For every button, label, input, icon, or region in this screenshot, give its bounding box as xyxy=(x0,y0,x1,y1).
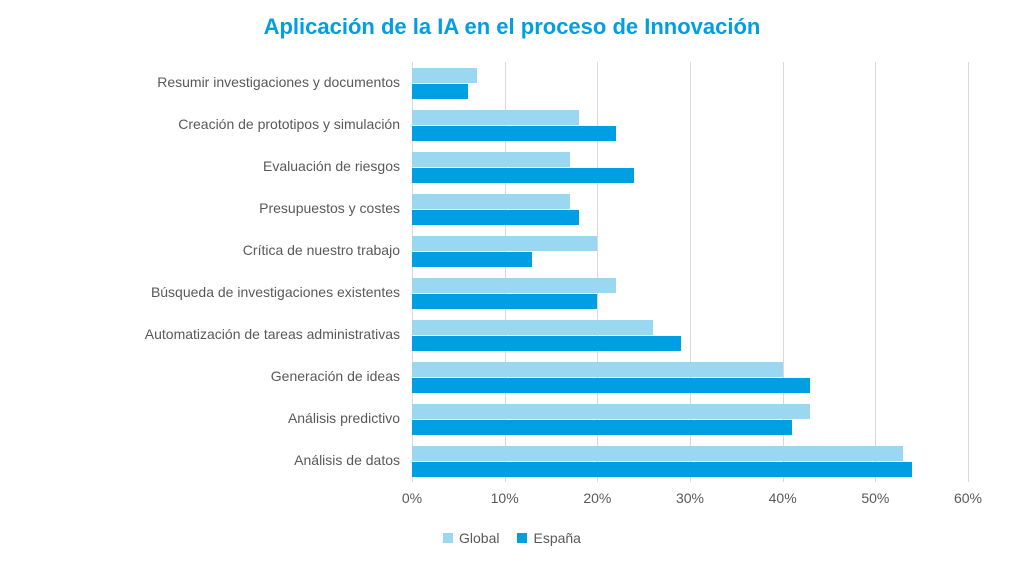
bar-global xyxy=(412,68,477,83)
y-axis-label: Búsqueda de investigaciones existentes xyxy=(151,284,400,300)
y-axis-label: Evaluación de riesgos xyxy=(263,158,400,174)
bar-global xyxy=(412,194,570,209)
bar-global xyxy=(412,110,579,125)
bar-españa xyxy=(412,168,634,183)
legend-item: Global xyxy=(443,530,499,546)
bar-global xyxy=(412,278,616,293)
x-tick-label: 0% xyxy=(402,490,422,506)
x-tick-label: 10% xyxy=(491,490,519,506)
bar-españa xyxy=(412,252,532,267)
bar-españa xyxy=(412,126,616,141)
bar-global xyxy=(412,362,783,377)
bar-españa xyxy=(412,84,468,99)
legend-label: Global xyxy=(459,530,499,546)
legend-swatch xyxy=(443,533,453,543)
gridline xyxy=(968,62,969,482)
bar-españa xyxy=(412,420,792,435)
bar-españa xyxy=(412,462,912,477)
plot-area: 0%10%20%30%40%50%60% xyxy=(412,62,968,482)
y-axis-label: Resumir investigaciones y documentos xyxy=(157,74,400,90)
y-axis-label: Análisis de datos xyxy=(294,452,400,468)
legend-swatch xyxy=(517,533,527,543)
gridline xyxy=(875,62,876,482)
legend-label: España xyxy=(533,530,580,546)
y-axis-label: Automatización de tareas administrativas xyxy=(145,326,400,342)
legend-item: España xyxy=(517,530,580,546)
x-tick-label: 60% xyxy=(954,490,982,506)
y-axis-label: Análisis predictivo xyxy=(288,410,400,426)
x-tick-label: 30% xyxy=(676,490,704,506)
x-tick-label: 50% xyxy=(861,490,889,506)
x-tick-label: 20% xyxy=(583,490,611,506)
y-axis-label: Presupuestos y costes xyxy=(259,200,400,216)
bar-global xyxy=(412,236,597,251)
y-axis-label: Generación de ideas xyxy=(271,368,400,384)
x-tick-label: 40% xyxy=(769,490,797,506)
bar-españa xyxy=(412,378,810,393)
bar-global xyxy=(412,320,653,335)
chart-container: Aplicación de la IA en el proceso de Inn… xyxy=(0,0,1024,576)
bar-global xyxy=(412,446,903,461)
y-axis-label: Creación de prototipos y simulación xyxy=(178,116,400,132)
legend: Global España xyxy=(0,530,1024,546)
bar-global xyxy=(412,152,570,167)
bar-españa xyxy=(412,294,597,309)
bar-global xyxy=(412,404,810,419)
chart-title: Aplicación de la IA en el proceso de Inn… xyxy=(0,0,1024,48)
bar-españa xyxy=(412,336,681,351)
y-axis-label: Crítica de nuestro trabajo xyxy=(243,242,400,258)
bar-españa xyxy=(412,210,579,225)
